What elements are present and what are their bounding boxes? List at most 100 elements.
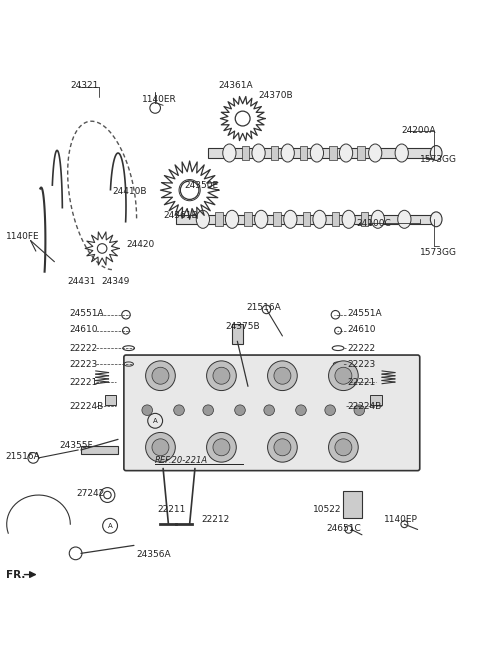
Circle shape bbox=[274, 367, 291, 384]
Text: 24651C: 24651C bbox=[326, 524, 360, 533]
Text: 22222: 22222 bbox=[69, 344, 97, 353]
Circle shape bbox=[328, 432, 358, 462]
Ellipse shape bbox=[281, 144, 294, 162]
Text: 21516A: 21516A bbox=[246, 303, 281, 312]
Text: 22212: 22212 bbox=[202, 516, 230, 524]
Circle shape bbox=[328, 361, 358, 390]
Text: 24355F: 24355F bbox=[60, 441, 93, 450]
Bar bbox=[244, 213, 252, 226]
Text: 24350E: 24350E bbox=[184, 182, 218, 190]
Text: 22224B: 22224B bbox=[347, 402, 381, 411]
Circle shape bbox=[213, 367, 230, 384]
Text: 24551A: 24551A bbox=[347, 309, 382, 318]
Ellipse shape bbox=[223, 144, 236, 162]
Circle shape bbox=[267, 361, 297, 390]
Ellipse shape bbox=[310, 144, 324, 162]
Bar bbox=[329, 146, 336, 160]
Circle shape bbox=[142, 405, 153, 415]
Text: 24321: 24321 bbox=[71, 81, 99, 90]
Circle shape bbox=[264, 405, 275, 415]
Text: 1140EP: 1140EP bbox=[384, 516, 418, 524]
Text: 22211: 22211 bbox=[158, 505, 186, 514]
Circle shape bbox=[235, 405, 245, 415]
Ellipse shape bbox=[342, 211, 355, 228]
Text: 24551A: 24551A bbox=[69, 309, 104, 318]
Ellipse shape bbox=[254, 211, 268, 228]
Bar bbox=[208, 148, 436, 158]
Bar bbox=[332, 213, 339, 226]
Circle shape bbox=[274, 439, 291, 456]
Ellipse shape bbox=[369, 144, 382, 162]
Ellipse shape bbox=[313, 211, 326, 228]
Bar bbox=[370, 396, 382, 405]
Bar bbox=[343, 491, 362, 518]
Text: REF.20-221A: REF.20-221A bbox=[155, 456, 208, 465]
Circle shape bbox=[325, 405, 336, 415]
Text: 24349: 24349 bbox=[101, 277, 130, 286]
Bar bbox=[241, 146, 249, 160]
Text: 24375B: 24375B bbox=[225, 323, 260, 331]
Text: 10522: 10522 bbox=[313, 505, 342, 514]
Ellipse shape bbox=[431, 212, 442, 227]
Ellipse shape bbox=[252, 144, 265, 162]
Bar bbox=[300, 146, 307, 160]
Text: A: A bbox=[153, 418, 157, 424]
Circle shape bbox=[203, 405, 214, 415]
Text: 24100C: 24100C bbox=[357, 218, 391, 228]
Circle shape bbox=[267, 432, 297, 462]
Bar bbox=[81, 445, 118, 454]
Circle shape bbox=[174, 405, 184, 415]
Bar bbox=[176, 215, 436, 224]
Text: 22223: 22223 bbox=[347, 359, 375, 369]
Text: FR.: FR. bbox=[6, 569, 25, 579]
Ellipse shape bbox=[395, 144, 408, 162]
Circle shape bbox=[354, 405, 365, 415]
FancyBboxPatch shape bbox=[124, 355, 420, 470]
Text: 22222: 22222 bbox=[347, 344, 375, 353]
Text: 24420: 24420 bbox=[126, 239, 154, 249]
Ellipse shape bbox=[284, 211, 297, 228]
Text: 1140ER: 1140ER bbox=[142, 96, 177, 104]
Text: A: A bbox=[108, 523, 112, 529]
Text: 27242: 27242 bbox=[77, 489, 105, 498]
Text: 21516A: 21516A bbox=[6, 452, 40, 461]
Ellipse shape bbox=[196, 211, 209, 228]
Text: 24610: 24610 bbox=[69, 325, 98, 333]
Bar bbox=[232, 324, 243, 344]
Circle shape bbox=[152, 367, 169, 384]
Circle shape bbox=[152, 439, 169, 456]
Circle shape bbox=[213, 439, 230, 456]
Text: 1140FE: 1140FE bbox=[6, 232, 39, 241]
Text: 1573GG: 1573GG bbox=[420, 248, 457, 257]
Ellipse shape bbox=[431, 146, 442, 161]
Ellipse shape bbox=[339, 144, 353, 162]
Ellipse shape bbox=[226, 211, 239, 228]
Circle shape bbox=[145, 432, 175, 462]
Bar bbox=[361, 213, 368, 226]
Bar bbox=[215, 213, 223, 226]
Circle shape bbox=[145, 361, 175, 390]
Text: 22221: 22221 bbox=[347, 378, 375, 386]
Text: 22223: 22223 bbox=[69, 359, 97, 369]
Bar bbox=[105, 396, 117, 405]
Text: 24356A: 24356A bbox=[137, 550, 171, 560]
Text: 24370B: 24370B bbox=[259, 91, 293, 100]
Text: 24361B: 24361B bbox=[163, 211, 198, 220]
Ellipse shape bbox=[371, 211, 384, 228]
Text: 24200A: 24200A bbox=[402, 126, 436, 135]
Text: 24431: 24431 bbox=[68, 277, 96, 286]
Bar bbox=[271, 146, 278, 160]
Text: 24361A: 24361A bbox=[219, 81, 253, 90]
Bar bbox=[274, 213, 281, 226]
Text: 1573GG: 1573GG bbox=[420, 155, 457, 164]
Circle shape bbox=[206, 361, 236, 390]
Bar bbox=[357, 146, 365, 160]
Circle shape bbox=[335, 439, 352, 456]
Circle shape bbox=[335, 367, 352, 384]
Text: 22221: 22221 bbox=[69, 378, 97, 386]
Text: 24410B: 24410B bbox=[113, 187, 147, 195]
Text: 24610: 24610 bbox=[347, 325, 376, 333]
Circle shape bbox=[206, 432, 236, 462]
Ellipse shape bbox=[398, 211, 411, 228]
Circle shape bbox=[296, 405, 306, 415]
